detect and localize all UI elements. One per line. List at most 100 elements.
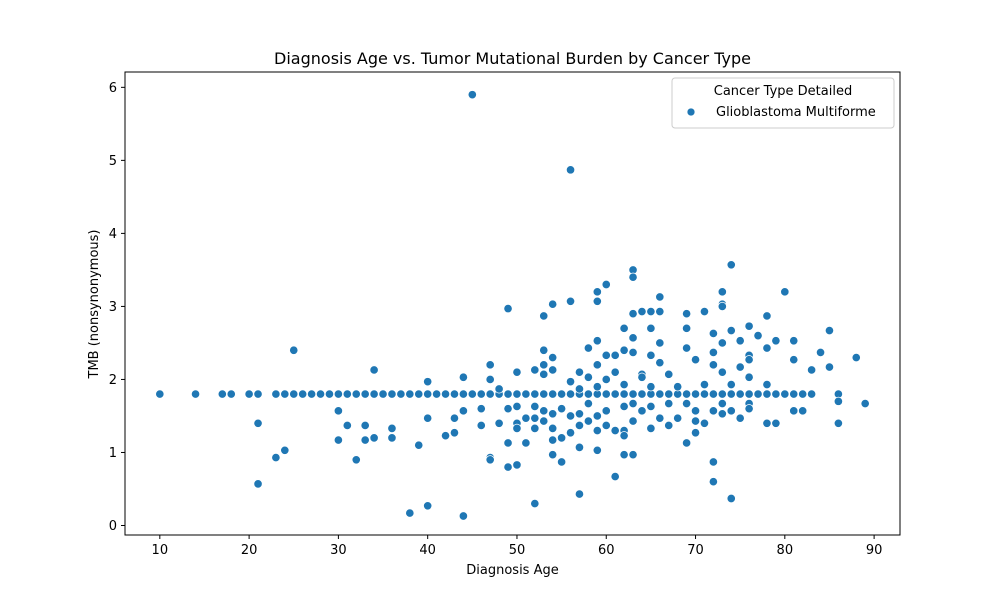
data-point [601, 420, 611, 431]
data-point [708, 360, 718, 370]
data-point [717, 398, 727, 409]
y-tick-label: 2 [109, 373, 117, 388]
data-point [628, 398, 638, 409]
data-point [253, 389, 263, 399]
data-point [592, 445, 602, 455]
data-point [565, 165, 576, 175]
data-point [539, 406, 549, 416]
data-point [619, 389, 629, 399]
data-point [324, 389, 335, 399]
data-point [807, 365, 817, 375]
data-point [557, 457, 567, 467]
data-point [548, 352, 558, 363]
data-point [530, 499, 540, 509]
data-point [682, 389, 692, 399]
data-point [548, 365, 558, 375]
x-tick-label: 60 [598, 543, 615, 558]
legend-marker [686, 107, 696, 117]
data-point [360, 420, 370, 431]
data-point [637, 406, 647, 416]
data-point [673, 413, 683, 423]
data-point [664, 369, 674, 379]
data-point [726, 379, 736, 390]
data-point [655, 292, 665, 302]
data-point [610, 472, 620, 482]
data-point [744, 389, 754, 399]
data-point [226, 389, 236, 399]
data-point [476, 389, 486, 399]
data-point [619, 431, 629, 441]
data-point [628, 416, 638, 426]
data-point [780, 287, 790, 297]
data-point [458, 389, 468, 399]
data-point [583, 372, 593, 382]
data-point [530, 423, 540, 433]
data-point [592, 411, 602, 421]
data-point [735, 362, 745, 372]
data-point [655, 413, 665, 423]
legend-frame [671, 77, 895, 129]
data-point [673, 382, 683, 392]
data-point [414, 389, 424, 399]
data-point [762, 343, 772, 353]
data-point [690, 389, 701, 399]
data-point [682, 343, 692, 353]
data-point [628, 333, 638, 343]
data-point [449, 413, 460, 423]
chart-title: Diagnosis Age vs. Tumor Mutational Burde… [274, 49, 751, 68]
data-point [271, 453, 281, 463]
data-point [360, 435, 370, 445]
data-point [646, 401, 656, 412]
data-point [682, 323, 692, 333]
data-point [557, 433, 567, 443]
axis-ticks: 10 20 30 40 50 60 70 80 90 0 1 2 3 4 5 6 [109, 81, 883, 558]
data-point [539, 345, 549, 355]
data-point [628, 450, 638, 460]
data-point [574, 409, 585, 419]
data-point [530, 365, 540, 375]
data-point [601, 279, 611, 290]
data-point [440, 389, 451, 399]
data-point [762, 418, 772, 428]
data-point [690, 406, 701, 416]
data-point [449, 389, 460, 399]
data-point [342, 420, 352, 431]
data-point [548, 409, 558, 419]
legend: Cancer Type Detailed Glioblastoma Multif… [671, 77, 895, 129]
data-point [824, 325, 835, 336]
data-point [753, 389, 763, 399]
data-point [699, 418, 710, 428]
data-point [637, 372, 647, 382]
y-tick-label: 1 [109, 446, 117, 461]
data-point [280, 445, 290, 455]
data-point [789, 406, 799, 416]
data-point [467, 90, 477, 100]
y-tick-label: 6 [109, 81, 117, 96]
data-point [717, 389, 727, 399]
data-point [432, 389, 442, 399]
data-point [717, 338, 727, 348]
data-point [664, 398, 674, 409]
data-point [217, 389, 227, 399]
x-axis-label: Diagnosis Age [466, 563, 558, 578]
data-point [369, 389, 379, 399]
data-point [655, 338, 665, 348]
data-point [708, 477, 718, 487]
data-point [574, 489, 585, 499]
y-tick-label: 4 [109, 227, 117, 242]
data-point [619, 401, 629, 412]
data-point [708, 389, 718, 399]
data-point [789, 336, 799, 346]
data-point [690, 428, 701, 438]
data-point [548, 450, 558, 460]
data-point [628, 347, 638, 358]
data-point [780, 389, 790, 399]
data-point [610, 389, 620, 399]
data-point [521, 389, 531, 399]
data-point [655, 389, 665, 399]
data-point [798, 406, 808, 416]
data-point [396, 389, 406, 399]
data-point [610, 425, 620, 436]
data-point [485, 374, 495, 385]
data-point [405, 508, 415, 518]
